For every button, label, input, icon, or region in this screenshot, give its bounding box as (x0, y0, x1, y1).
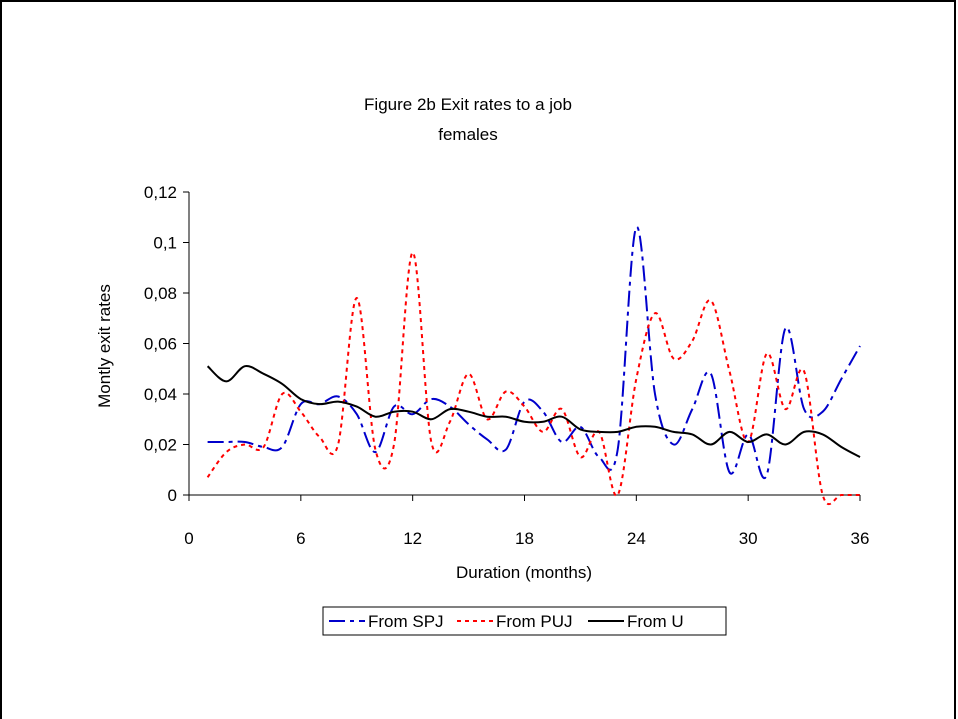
x-tick-label: 24 (627, 529, 646, 548)
legend-label-from-spj: From SPJ (368, 612, 444, 631)
series-line-from-spj (207, 226, 861, 479)
y-tick-label: 0,04 (144, 385, 177, 404)
y-tick-label: 0 (168, 486, 177, 505)
legend: From SPJ From PUJ From U (322, 606, 727, 636)
series-line-from-puj (206, 251, 860, 506)
x-tick-label: 18 (515, 529, 534, 548)
legend-label-from-u: From U (627, 612, 684, 631)
y-tick-label: 0,02 (144, 436, 177, 455)
series-line-from-u (206, 365, 861, 458)
legend-label-from-puj: From PUJ (496, 612, 573, 631)
y-tick-label: 0,1 (153, 234, 177, 253)
legend-box (322, 606, 727, 636)
y-tick-label: 0,08 (144, 284, 177, 303)
x-axis-label: Duration (months) (456, 563, 592, 582)
x-tick-label: 12 (403, 529, 422, 548)
y-tick-label: 0,12 (144, 183, 177, 202)
chart-subtitle: females (438, 125, 498, 144)
y-tick-label: 0,06 (144, 335, 177, 354)
x-tick-label: 36 (851, 529, 870, 548)
y-axis-label: Montly exit rates (95, 284, 114, 408)
x-tick-label: 0 (184, 529, 193, 548)
x-tick-label: 30 (739, 529, 758, 548)
chart-title: Figure 2b Exit rates to a job (364, 95, 572, 114)
plot-area: 0 0,02 0,04 0,06 0,08 0,1 0,12 0 6 12 18 24 30 36 (144, 183, 870, 548)
x-tick-label: 6 (296, 529, 305, 548)
